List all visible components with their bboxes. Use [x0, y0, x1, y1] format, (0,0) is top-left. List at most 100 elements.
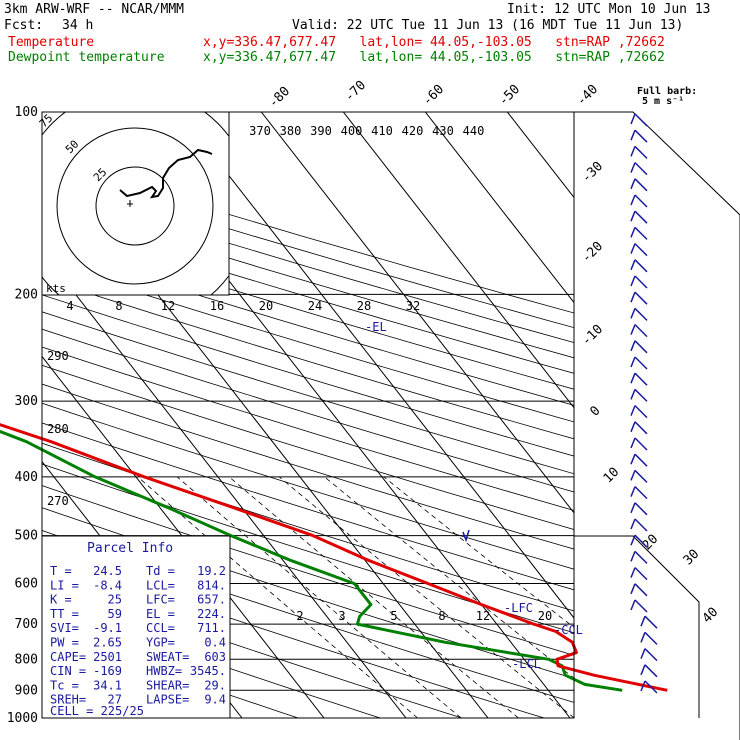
mixing-ratio-label: 12: [476, 609, 490, 623]
parcel-field-label: SHEAR=: [146, 678, 189, 692]
parcel-field-label: K =: [50, 593, 72, 607]
parcel-field-value: 25: [108, 593, 122, 607]
pressure-label: 600: [15, 577, 38, 592]
parcel-field-label: TT =: [50, 607, 79, 621]
wind-barb-flag: [630, 340, 636, 352]
pressure-label: 200: [15, 287, 38, 302]
wind-barb: [630, 324, 648, 338]
wind-barb: [630, 469, 648, 483]
parcel-field-value: 34.1: [93, 678, 122, 692]
init-time: Init: 12 UTC Mon 10 Jun 13: [507, 2, 711, 17]
wind-barb-staff: [644, 631, 658, 645]
wind-barb: [630, 453, 648, 467]
wind-barb-flag: [640, 615, 646, 627]
wind-barb-flag: [630, 551, 636, 562]
parcel-field-value: 657.: [197, 593, 226, 607]
wind-barb-staff: [634, 356, 648, 370]
wind-barb-flag: [630, 534, 636, 546]
wind-barb: [630, 599, 648, 613]
wind-barb: [630, 405, 648, 419]
dry-adiabat-line: [42, 422, 574, 591]
wind-barb-staff: [634, 388, 648, 402]
parcel-field-value: 224.: [197, 607, 226, 621]
wind-barb: [630, 129, 648, 143]
wind-barb-flag: [640, 664, 646, 676]
parcel-field-value: 29.: [204, 678, 226, 692]
wet-bulb-zero-marker: [462, 529, 470, 543]
wind-barb-flag: [630, 227, 636, 238]
wind-barb: [630, 210, 648, 224]
parcel-field-value: -9.1: [93, 621, 122, 635]
wind-barb-flag: [630, 210, 636, 222]
mixing-ratio-label: 20: [538, 609, 552, 623]
wind-barb: [630, 291, 648, 305]
wind-barb-staff: [634, 469, 648, 483]
wind-barb: [630, 243, 648, 257]
parcel-field-label: CAPE=: [50, 650, 86, 664]
hodograph-frame: [41, 111, 230, 296]
parcel-info-box: Parcel Info T = 24.5 Td = 19.2 LI = -8.4 LCL= 8…: [41, 535, 231, 719]
wind-barb-staff: [634, 129, 648, 143]
dry-adiabat-line: [42, 442, 574, 612]
wind-barb-staff: [634, 405, 648, 419]
wind-barb: [630, 307, 648, 321]
pressure-label: 100: [15, 105, 38, 120]
dry-adiabat-line: [42, 577, 463, 718]
wind-barb: [630, 113, 648, 127]
hodograph-speed-label: 28: [357, 299, 371, 313]
wind-barb-staff: [634, 453, 648, 467]
wind-barb-flag: [640, 680, 646, 692]
wind-barb-staff: [634, 226, 648, 240]
dewpoint-location: x,y=336.47,677.47 lat,lon= 44.05,-103.05…: [203, 50, 665, 65]
wind-barb-staff: [634, 210, 648, 224]
wind-barb-staff: [644, 680, 658, 694]
wind-barb-staff: [634, 113, 648, 127]
barb-title: Full barb:: [637, 86, 697, 97]
wind-barb: [630, 388, 648, 402]
parcel-field-label: T =: [50, 564, 72, 578]
wind-barb-staff: [644, 648, 658, 662]
wind-barb: [630, 486, 648, 500]
wind-barb-flag: [630, 113, 636, 125]
parcel-field-label: CIN =: [50, 664, 86, 678]
hodograph-trace: [119, 148, 213, 199]
wind-barb: [640, 648, 658, 662]
dry-adiabat-line: [42, 200, 574, 359]
side-label: 290: [47, 349, 69, 363]
pressure-label: 700: [15, 617, 38, 632]
dewpoint-legend: Dewpoint temperature: [8, 50, 165, 65]
model-title: 3km ARW-WRF -- NCAR/MMM: [4, 2, 185, 17]
wind-barb: [630, 372, 648, 386]
wind-barb-flag: [630, 437, 636, 449]
wind-barb: [630, 145, 648, 159]
pressure-label: 1000: [7, 711, 38, 726]
wind-barb-flag: [630, 259, 636, 271]
wind-barb-staff: [634, 259, 648, 273]
hodograph-speed-label: 32: [406, 299, 420, 313]
parcel-field-value: -169: [93, 664, 122, 678]
parcel-field-label: LCL=: [146, 578, 175, 592]
dry-adiabat-line: [42, 245, 574, 406]
barb-unit: 5 m s⁻¹: [642, 96, 684, 107]
wind-barb-flag: [630, 583, 636, 595]
wind-barb-staff: [634, 599, 648, 613]
parcel-field-label: Td =: [146, 564, 175, 578]
dry-adiabat-line: [42, 463, 574, 634]
wind-barb-staff: [634, 340, 648, 354]
wind-barb: [630, 356, 648, 370]
isotherm-line: [42, 355, 325, 718]
parcel-field-value: 711.: [197, 621, 226, 635]
theta-label: 430: [432, 124, 454, 138]
wind-barb: [630, 518, 648, 532]
wind-barb-staff: [634, 178, 648, 192]
wind-barb: [630, 275, 648, 289]
wind-barb: [640, 631, 658, 645]
wind-barb-staff: [634, 550, 648, 564]
wind-barb-staff: [634, 486, 648, 500]
parcel-info-frame: [41, 535, 231, 719]
dry-adiabat-line: [42, 485, 574, 656]
temperature-location: x,y=336.47,677.47 lat,lon= 44.05,-103.05…: [203, 35, 665, 50]
wind-barb-staff: [634, 275, 648, 289]
theta-label: 380: [280, 124, 302, 138]
theta-label: 440: [463, 124, 485, 138]
